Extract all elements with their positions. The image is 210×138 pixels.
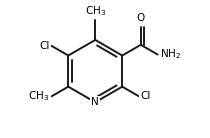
Text: Cl: Cl (39, 41, 50, 51)
Text: NH$_2$: NH$_2$ (160, 48, 181, 61)
Text: CH$_3$: CH$_3$ (85, 4, 106, 18)
Text: Cl: Cl (140, 91, 150, 101)
Text: CH$_3$: CH$_3$ (28, 90, 50, 103)
Text: O: O (137, 13, 145, 23)
Text: N: N (91, 97, 99, 107)
